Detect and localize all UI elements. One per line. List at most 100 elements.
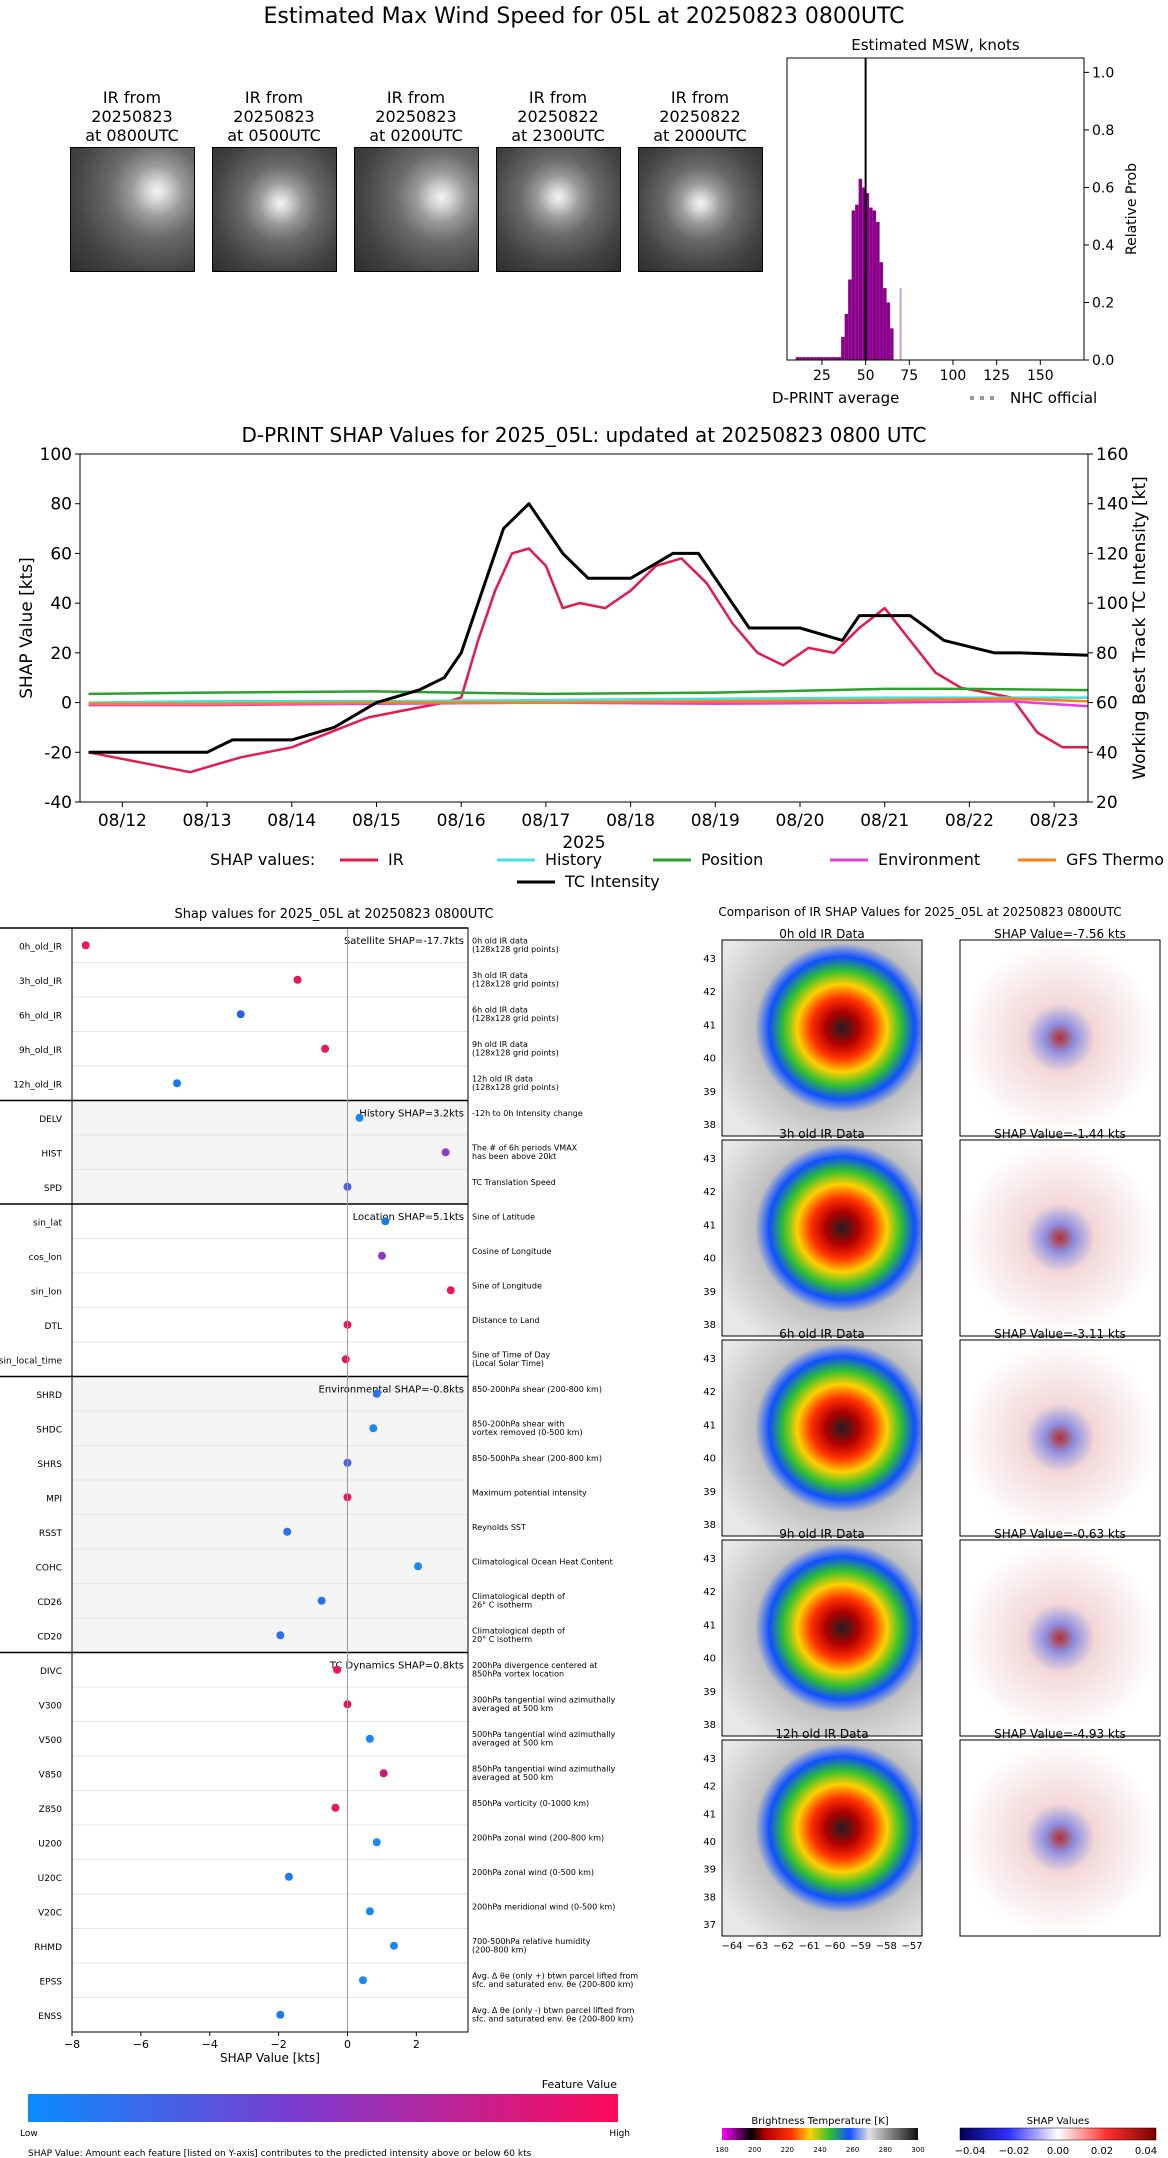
feature-description: 6h old IR data (128x128 grid points) <box>472 1005 559 1023</box>
histogram-bar <box>855 204 859 360</box>
colorbar-high-label: High <box>609 2129 630 2139</box>
ir-y-tick-label: 41 <box>703 1420 716 1431</box>
feature-name: HIST <box>41 1149 62 1159</box>
feature-description: Climatological depth of 26° C isotherm <box>472 1592 565 1610</box>
x-tick-label: 08/15 <box>352 811 401 831</box>
feature-dot <box>377 1251 386 1260</box>
feature-description: 850-200hPa shear (200-800 km) <box>472 1385 602 1394</box>
feature-dot <box>173 1079 182 1088</box>
feature-dot <box>365 1907 374 1916</box>
bt-colorbar-title: Brightness Temperature [K] <box>751 2116 888 2127</box>
group-label: Satellite SHAP=-17.7kts <box>344 936 464 947</box>
shap-colorbar <box>959 2127 1157 2141</box>
ir-thumb-label: IR from 20250822 at 2000UTC <box>653 88 747 145</box>
histogram-bar <box>886 302 891 360</box>
ir-y-tick-label: 43 <box>703 1154 716 1165</box>
msw-histogram: Estimated MSW, knots 25 50 75 100 125 150 0.0 0.… <box>772 36 1140 407</box>
histogram-bar <box>827 357 831 360</box>
x-tick-label: 25 <box>813 368 831 384</box>
feature-description: 300hPa tangential wind azimuthally averag… <box>472 1695 616 1713</box>
feature-name: DELV <box>39 1115 63 1125</box>
ir-panel-image <box>721 1139 923 1337</box>
histogram-bar <box>876 221 880 360</box>
histogram-bar <box>862 187 866 360</box>
histogram-bar <box>872 210 877 360</box>
group-label: Location SHAP=5.1kts <box>353 1212 464 1223</box>
feature-dot <box>379 1769 388 1778</box>
bt-colorbar-tick: 200 <box>748 2146 761 2154</box>
shap-panel-title: SHAP Value=-4.93 kts <box>994 1727 1126 1741</box>
feature-name: sin_lat <box>33 1218 62 1228</box>
feature-description: Avg. Δ θe (only +) btwn parcel lifted fr… <box>472 1971 638 1989</box>
y-tick-label: 0.4 <box>1092 238 1114 254</box>
ir-thumb-label: IR from 20250822 at 2300UTC <box>511 88 605 145</box>
feature-description: Sine of Longitude <box>472 1281 542 1290</box>
histogram-bar <box>809 357 814 360</box>
feature-name: 3h_old_IR <box>19 977 62 987</box>
y2-tick-label: 140 <box>1096 495 1128 515</box>
feature-name: RHMD <box>34 1943 62 1953</box>
bt-colorbar-tick: 220 <box>781 2146 794 2154</box>
bt-colorbar-tick: 300 <box>911 2146 924 2154</box>
y2-tick-label: 160 <box>1096 445 1128 465</box>
ir-y-tick-label: 43 <box>703 954 716 965</box>
ir-panel-image <box>721 1739 923 1937</box>
feature-dot <box>365 1734 374 1743</box>
series-line-ir <box>88 547 1088 774</box>
legend-label: Environment <box>878 850 980 869</box>
x-tick-label: 08/16 <box>437 811 486 831</box>
y-tick-label: 0.2 <box>1092 295 1114 311</box>
y-tick-label: 100 <box>40 445 72 465</box>
x-tick-label: −6 <box>133 2038 149 2051</box>
ir-y-tick-label: 37 <box>703 1920 716 1931</box>
shap-colorbar-tick: 0.02 <box>1091 2146 1113 2157</box>
ir-y-tick-label: 39 <box>703 1865 716 1876</box>
ir-y-tick-label: 43 <box>703 1754 716 1765</box>
ir-y-tick-label: 40 <box>703 1454 716 1465</box>
y2-tick-label: 20 <box>1096 793 1118 813</box>
feature-name: DIVC <box>40 1667 62 1677</box>
legend-label: TC Intensity <box>564 872 660 891</box>
histogram-bar <box>851 210 856 360</box>
feature-dot <box>389 1941 398 1950</box>
shap-panel-title: SHAP Value=-0.63 kts <box>994 1527 1126 1541</box>
ir-thumbnail-image <box>70 147 195 272</box>
x-axis-label: 2025 <box>562 833 605 853</box>
histogram-bar <box>879 262 884 360</box>
feature-dot <box>321 1044 330 1053</box>
shap-colorbar-title: SHAP Values <box>1027 2116 1090 2127</box>
y-tick-label: 1.0 <box>1092 65 1114 81</box>
x-tick-label: −4 <box>202 2038 218 2051</box>
feature-name: SHDC <box>36 1425 62 1435</box>
histogram-bar <box>841 336 845 360</box>
histogram-bar <box>795 357 800 360</box>
histogram-bar <box>823 357 828 360</box>
feature-description: 200hPa meridional wind (0-500 km) <box>472 1902 615 1911</box>
timeseries-title: D-PRINT SHAP Values for 2025_05L: update… <box>241 423 926 447</box>
shap-colorbar-tick: 0.04 <box>1135 2146 1157 2157</box>
histogram-bar <box>848 279 852 360</box>
group-label: History SHAP=3.2kts <box>359 1109 464 1120</box>
x-tick-label: 100 <box>940 368 967 384</box>
feature-name: ENSS <box>38 2012 62 2022</box>
ir-x-tick-label: −60 <box>824 1941 845 1952</box>
feature-dot <box>358 1976 367 1985</box>
bt-colorbar-tick: 180 <box>715 2146 728 2154</box>
feature-description: 200hPa zonal wind (0-500 km) <box>472 1868 594 1877</box>
legend-title: SHAP values: <box>210 850 315 869</box>
ir-thumb-label: IR from 20250823 at 0800UTC <box>85 88 179 145</box>
ir-y-tick-label: 38 <box>703 1520 716 1531</box>
x-tick-label: 125 <box>983 368 1010 384</box>
feature-value-colorbar <box>28 2094 618 2122</box>
shap-chart-title: Shap values for 2025_05L at 20250823 080… <box>174 907 493 922</box>
feature-description: 3h old IR data (128x128 grid points) <box>472 971 559 989</box>
x-tick-label: 75 <box>900 368 918 384</box>
y2-tick-label: 60 <box>1096 694 1118 714</box>
series-line-tc-intensity <box>88 502 1089 754</box>
ir-y-tick-label: 41 <box>703 1220 716 1231</box>
feature-description: 500hPa tangential wind azimuthally averag… <box>472 1730 616 1748</box>
feature-description: 9h old IR data (128x128 grid points) <box>472 1040 559 1058</box>
shap-colorbar-tick: 0.00 <box>1047 2146 1069 2157</box>
feature-name: V500 <box>39 1736 63 1746</box>
ir-x-tick-label: −62 <box>773 1941 794 1952</box>
